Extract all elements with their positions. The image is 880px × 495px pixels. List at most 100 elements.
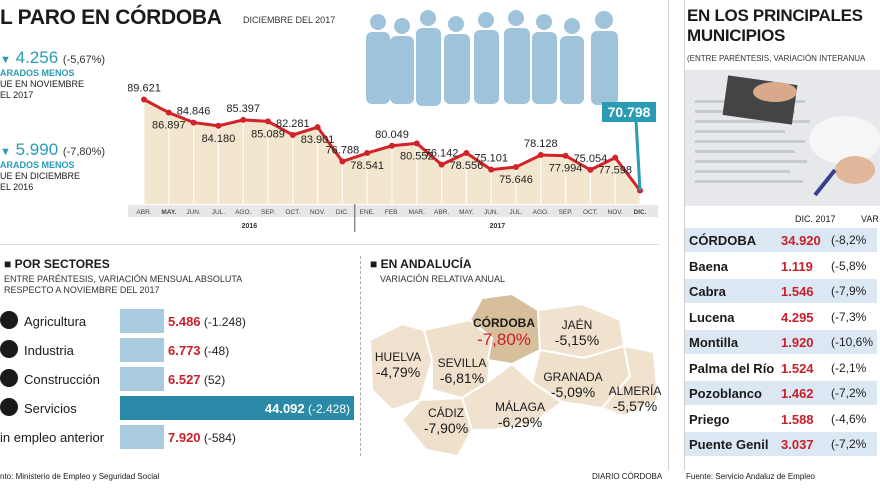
municipio-value: 1.920 [781, 335, 814, 350]
x-tick-label: MAY. [161, 209, 176, 216]
x-tick-label: AGO. [533, 209, 549, 216]
sector-value: 7.920 (-584) [168, 430, 236, 445]
province-pct: -6,29% [497, 414, 543, 430]
data-label: 78.541 [350, 160, 384, 172]
province-name: ALMERÍA [608, 384, 662, 398]
sectors-subtitle-line: RESPECTO A NOVIEMBRE DEL 2017 [4, 285, 160, 295]
people-silhouettes-icon [366, 10, 618, 106]
table-row: Cabra 1.546 (-7,9% [685, 279, 877, 303]
municipio-value: 1.588 [781, 411, 814, 427]
sectors-title: ■ POR SECTORES [4, 257, 110, 271]
x-tick-label: SEP. [261, 209, 275, 216]
data-point [513, 164, 519, 171]
source-right: Fuente: Servicio Andaluz de Empleo [686, 472, 815, 481]
province-pct: -5,09% [550, 384, 596, 400]
data-label: 86.897 [152, 120, 186, 132]
x-tick-label: DIC. [634, 209, 647, 216]
province-huelva: HUELVA -4,79% [370, 350, 426, 380]
municipio-pct: (-5,8% [831, 258, 867, 273]
municipio-name: CÓRDOBA [689, 233, 757, 248]
sector-value: 6.527 (52) [168, 372, 225, 387]
municipio-pct: (-4,6% [831, 411, 867, 426]
data-point [438, 161, 445, 168]
stat-line: EL 2016 [0, 182, 34, 192]
stat-value: 5.990 [15, 140, 59, 159]
left-panel: L PARO EN CÓRDOBA DICIEMBRE DEL 2017 ▼ 4… [0, 0, 669, 470]
table-row: Lucena 4.295 (-7,3% [685, 304, 877, 329]
sector-change: (-584) [200, 431, 236, 445]
municipio-name: Montilla [689, 335, 739, 350]
data-label: 89.621 [128, 82, 161, 94]
x-tick-label: ABR. [434, 209, 449, 216]
table-row: Palma del Río 1.524 (-2,1% [685, 355, 877, 380]
sector-value-number: 6.527 [168, 372, 201, 387]
divider [0, 244, 660, 245]
data-label: 78.128 [524, 138, 558, 150]
truck-icon [0, 398, 18, 416]
andalucia-title: ■ EN ANDALUCÍA [370, 257, 472, 271]
municipio-pct: (-7,2% [831, 386, 867, 400]
sector-value-number: 6.773 [168, 343, 201, 358]
data-point [190, 119, 197, 126]
page-date: DICIEMBRE DEL 2017 [243, 15, 336, 25]
x-tick-label: OCT. [583, 209, 598, 216]
x-tick-label: JUL. [509, 209, 523, 216]
table-row: Puente Genil 3.037 (-7,2% [685, 432, 877, 456]
municipio-pct: (-2,1% [831, 360, 867, 375]
andalucia-map [368, 292, 660, 458]
data-label: 75.646 [499, 174, 533, 186]
stat-line: UE EN NOVIEMBRE [0, 79, 85, 89]
map-almeria [600, 344, 660, 418]
province-malaga: MÁLAGA -6,29% [490, 400, 550, 430]
right-panel: EN LOS PRINCIPALES MUNICIPIOS (ENTRE PAR… [684, 0, 880, 470]
sector-value-number: 7.920 [168, 430, 201, 445]
data-label: 75.054 [574, 153, 608, 165]
data-point [612, 154, 619, 161]
municipio-name: Cabra [689, 284, 726, 299]
data-point [314, 124, 321, 131]
province-pct: -4,79% [375, 364, 421, 380]
stat-line: UE EN DICIEMBRE [0, 171, 81, 181]
province-jaen: JAÉN -5,15% [552, 318, 602, 348]
sector-value-number: 44.092 [264, 401, 305, 416]
x-tick-label: JUN. [186, 209, 201, 216]
data-point [389, 142, 395, 149]
crane-icon [0, 369, 18, 387]
province-pct: -6,81% [439, 370, 485, 386]
data-point [488, 166, 495, 173]
col-header-dic: DIC. 2017 [795, 214, 836, 224]
andalucia-subtitle: VARIACIÓN RELATIVA ANUAL [380, 274, 506, 284]
sector-row: Servicios 44.092 (-2.428) [0, 396, 360, 420]
province-name: HUELVA [374, 350, 422, 364]
arrow-down-icon: ▼ [0, 146, 11, 158]
stat-pct: (-5,67%) [62, 54, 106, 66]
sector-bar [120, 367, 164, 391]
sector-name: Agricultura [24, 314, 87, 329]
province-name: CÓRDOBA [473, 316, 535, 330]
province-pct: -5,15% [554, 332, 600, 348]
data-label: 80.049 [375, 129, 409, 141]
municipio-value: 1.524 [781, 360, 814, 376]
sector-bar [120, 396, 354, 420]
stat-block-1: ▼ 4.256 (-5,67%) ARADOS MENOS UE EN NOVI… [0, 48, 105, 101]
municipios-title-line: MUNICIPIOS [687, 26, 786, 45]
municipio-value: 34.920 [781, 233, 821, 248]
data-label: 85.397 [226, 103, 260, 115]
sector-row: Construcción 6.527 (52) [0, 367, 360, 391]
data-label: 76.142 [425, 148, 459, 160]
sector-value: 44.092 (-2.428) [265, 401, 350, 416]
sectors-subtitle: ENTRE PARÉNTESIS, VARIACIÓN MENSUAL ABSO… [4, 274, 242, 296]
data-point [413, 140, 420, 147]
province-name: MÁLAGA [494, 400, 545, 414]
sector-value: 5.486 (-1.248) [168, 314, 246, 329]
municipios-table: CÓRDOBA 34.920 (-8,2% Baena 1.119 (-5,8% Cabra… [685, 228, 880, 460]
sector-bar [120, 425, 164, 449]
stat-line: ARADOS MENOS [0, 68, 75, 78]
x-tick-label: ENE. [360, 209, 375, 216]
sector-name: Servicios [24, 401, 77, 416]
sector-name: Construcción [24, 372, 100, 387]
stat-value: 4.256 [15, 48, 59, 67]
municipio-value: 1.546 [781, 284, 814, 299]
data-label: 77.598 [598, 165, 632, 177]
data-point [141, 96, 147, 103]
